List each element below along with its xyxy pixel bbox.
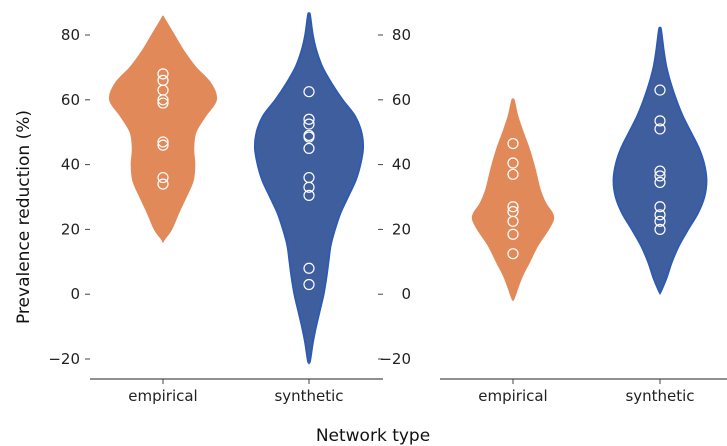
- x-tick-label-synthetic: synthetic: [625, 387, 694, 405]
- x-tick-label-synthetic: synthetic: [274, 387, 343, 405]
- x-tick-label-empirical: empirical: [478, 387, 547, 405]
- data-point: [507, 248, 519, 260]
- data-point: [157, 139, 169, 151]
- data-point: [507, 201, 519, 213]
- left-panel: −20 0 20 40 60 80 empirical synthetic: [48, 12, 383, 405]
- data-point: [157, 97, 169, 109]
- violin-synthetic: [612, 26, 708, 296]
- y-tick-label: −20: [379, 350, 411, 368]
- y-tick-label: 60: [392, 91, 411, 109]
- data-point: [654, 165, 666, 177]
- data-point: [654, 84, 666, 96]
- data-point: [654, 170, 666, 182]
- data-point: [507, 157, 519, 169]
- data-point: [157, 74, 169, 86]
- data-point: [507, 137, 519, 150]
- y-tick-label: 40: [392, 156, 411, 174]
- data-point: [157, 171, 169, 184]
- data-point: [303, 171, 315, 184]
- data-point: [157, 68, 169, 80]
- y-tick-label: 80: [392, 26, 411, 44]
- data-point: [654, 215, 666, 227]
- y-tick-label: 60: [61, 91, 80, 109]
- data-point: [654, 223, 666, 235]
- y-tick-label: 0: [401, 285, 411, 303]
- data-point: [303, 86, 315, 98]
- x-axis-label: Network type: [316, 426, 430, 446]
- data-point: [507, 168, 519, 180]
- y-tick-label: 0: [70, 285, 80, 303]
- data-point: [303, 262, 315, 274]
- data-point: [654, 176, 666, 189]
- data-point: [507, 205, 519, 218]
- data-point: [654, 209, 666, 221]
- y-tick-label: 80: [61, 26, 80, 44]
- y-tick-label: 40: [61, 156, 80, 174]
- data-point: [157, 178, 169, 190]
- violin-empirical: [471, 98, 555, 302]
- x-tick-label-empirical: empirical: [128, 387, 197, 405]
- y-tick-label: 20: [392, 220, 411, 238]
- data-point: [303, 118, 315, 130]
- right-panel: −20 0 20 40 60 80 empirical synthetic: [378, 26, 727, 405]
- data-point: [303, 113, 315, 125]
- data-point: [654, 201, 666, 213]
- data-point: [157, 136, 169, 148]
- data-point: [303, 129, 315, 142]
- data-point: [303, 142, 315, 154]
- y-tick-label: −20: [48, 350, 80, 368]
- violin-empirical: [108, 15, 218, 244]
- y-tick-label: 20: [61, 220, 80, 238]
- violin-synthetic: [253, 12, 365, 365]
- data-point: [654, 123, 666, 135]
- data-point: [303, 278, 315, 291]
- data-point: [303, 189, 315, 201]
- data-point: [507, 228, 519, 240]
- y-axis-label: Prevalence reduction (%): [14, 110, 34, 324]
- data-point: [654, 115, 666, 127]
